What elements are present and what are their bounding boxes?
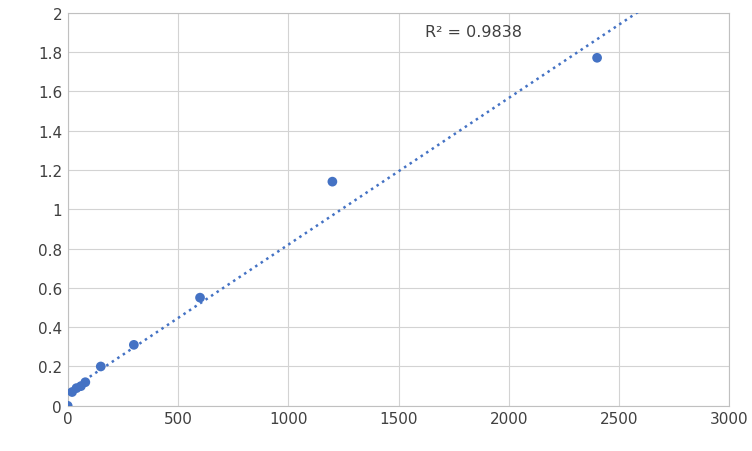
Text: R² = 0.9838: R² = 0.9838 [425, 25, 522, 40]
Point [95, 363, 107, 370]
Point [79, 379, 91, 386]
Point [62, 402, 74, 410]
Point [194, 295, 206, 302]
Point [128, 341, 140, 349]
Point [591, 55, 603, 62]
Point [66, 389, 78, 396]
Point [75, 382, 87, 390]
Point [71, 385, 83, 392]
Point [326, 179, 338, 186]
